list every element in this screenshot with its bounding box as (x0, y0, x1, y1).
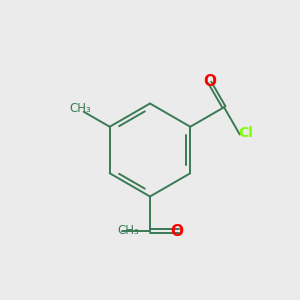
Text: O: O (170, 224, 184, 238)
Text: Cl: Cl (238, 126, 253, 140)
Text: O: O (203, 74, 216, 88)
Text: CH₃: CH₃ (70, 102, 92, 115)
Text: CH₃: CH₃ (117, 224, 139, 238)
